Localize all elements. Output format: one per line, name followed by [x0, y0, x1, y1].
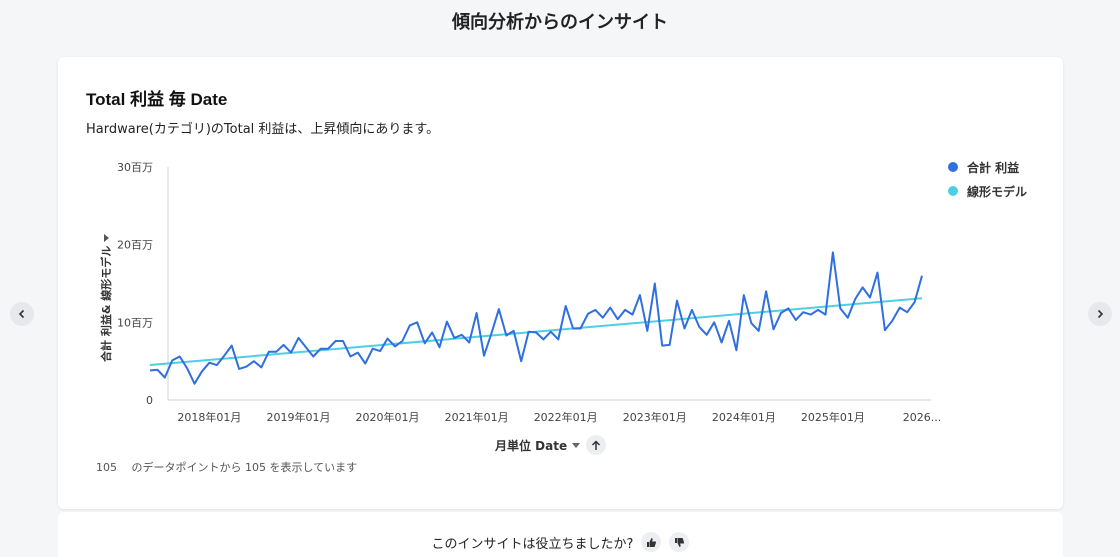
dropdown-caret-icon[interactable] — [572, 443, 581, 448]
legend-item-trend[interactable]: 線形モデル — [948, 179, 1027, 203]
y-tick-label: 10百万 — [117, 316, 153, 329]
x-tick-label: 2022年01月 — [534, 410, 598, 424]
y-axis-title[interactable]: 合計 利益& 線形モデル — [98, 233, 114, 362]
y-tick-label: 20百万 — [117, 239, 153, 252]
series-layer — [149, 251, 923, 385]
chevron-right-icon — [1097, 309, 1104, 319]
x-tick-label: 2021年01月 — [445, 410, 509, 424]
x-tick-label: 2024年01月 — [712, 410, 776, 424]
card-subtitle: Hardware(カテゴリ)のTotal 利益は、上昇傾向にあります。 — [86, 122, 440, 137]
dropdown-caret-icon — [104, 233, 109, 242]
page-title: 傾向分析からのインサイト — [452, 12, 668, 33]
x-tick-label: 2019年01月 — [266, 410, 330, 424]
chevron-left-icon — [18, 309, 25, 319]
next-insight-button[interactable] — [1088, 302, 1112, 326]
sort-ascending-button[interactable] — [586, 435, 607, 455]
card-title: Total 利益 毎 Date — [86, 90, 228, 109]
feedback-question: このインサイトは役立ちましたか? — [431, 536, 634, 552]
y-axis-ticks: 0 10百万 20百万 30百万 — [117, 161, 153, 407]
x-tick-label: 2018年01月 — [177, 410, 241, 424]
x-tick-label: 2023年01月 — [623, 410, 687, 424]
legend-dot-actual — [948, 162, 958, 172]
thumbs-down-button[interactable] — [669, 532, 690, 552]
chart-legend: 合計 利益 線形モデル — [948, 155, 1027, 203]
thumbs-down-icon — [674, 537, 685, 547]
y-tick-label: 0 — [146, 394, 153, 407]
x-axis-title-dropdown[interactable]: 月単位 Date — [495, 438, 568, 453]
x-axis-title: 月単位 Date — [495, 435, 607, 455]
feedback-bar: このインサイトは役立ちましたか? — [58, 512, 1063, 557]
x-tick-label: 2025年01月 — [801, 410, 865, 424]
x-tick-label: 2026... — [903, 411, 941, 424]
feedback-row: このインサイトは役立ちましたか? — [58, 532, 1063, 552]
x-axis-ticks: 2018年01月 2019年01月 2020年01月 2021年01月 2022年01月… — [177, 410, 941, 424]
arrow-up-icon — [592, 439, 601, 450]
insight-card: Total 利益 毎 Date Hardware(カテゴリ)のTotal 利益は… — [58, 57, 1063, 509]
series-line-actual — [149, 251, 923, 385]
prev-insight-button[interactable] — [10, 302, 34, 326]
legend-dot-trend — [948, 186, 958, 196]
y-tick-label: 30百万 — [117, 161, 153, 174]
data-point-footnote: 105 のデータポイントから 105 を表示しています — [96, 461, 358, 474]
x-tick-label: 2020年01月 — [356, 410, 420, 424]
legend-item-actual[interactable]: 合計 利益 — [948, 155, 1027, 179]
thumbs-up-icon — [646, 537, 657, 547]
thumbs-up-button[interactable] — [641, 532, 662, 552]
